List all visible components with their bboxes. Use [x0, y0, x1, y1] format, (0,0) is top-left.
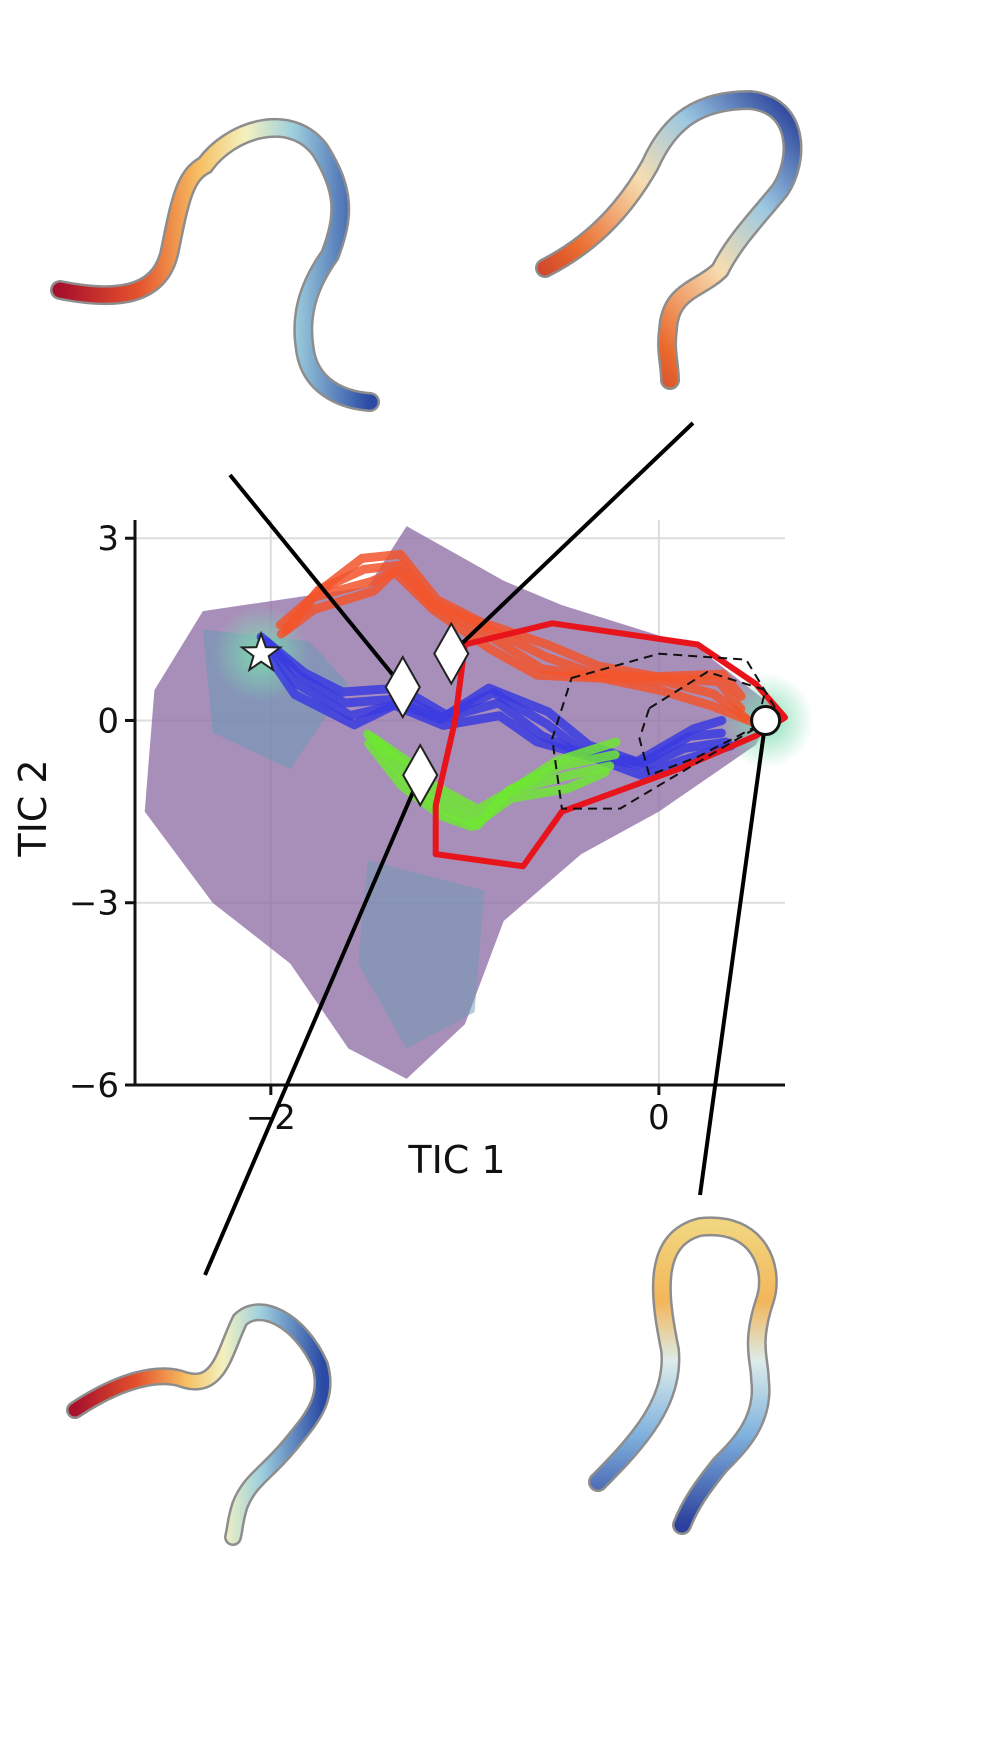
- density-layer: [144, 526, 814, 1079]
- x-axis-label: TIC 1: [407, 1138, 505, 1182]
- y-axis-label: TIC 2: [11, 759, 55, 857]
- trajectory-blue-strand-2: [262, 638, 731, 772]
- structure-bottom-left: [66, 1303, 332, 1546]
- trajectory-red-strand-1: [281, 560, 746, 714]
- connector-bottom-left: [203, 774, 423, 1276]
- trajectory-green-strand-3: [364, 738, 610, 832]
- trajectory-blue: [256, 632, 736, 781]
- y-tick-label-0: 3: [97, 519, 119, 559]
- x-tick-label-1: 0: [648, 1098, 670, 1138]
- trajectory-red-strand-3: [276, 567, 756, 726]
- trajectory-blue-strand-1: [261, 636, 726, 768]
- diamond-marker-1: [384, 655, 421, 720]
- y-tick-label-2: −3: [69, 884, 119, 924]
- dashed-contour-1: [638, 670, 767, 777]
- tica-density-plot: −2030−3−6 TIC 1 TIC 2: [11, 421, 814, 1276]
- connector-lines: [203, 421, 768, 1276]
- diamond-marker-3: [402, 743, 439, 808]
- connector-bottom-right: [698, 720, 768, 1196]
- density-region-lower-tail: [358, 860, 485, 1049]
- trajectory-blue-strand-3: [257, 641, 736, 781]
- structure-bottom-right: [588, 1216, 778, 1535]
- star-marker: [239, 630, 284, 673]
- markers: [239, 621, 782, 808]
- boundary-polygon: [432, 620, 788, 870]
- dashed-contour-0: [551, 652, 781, 810]
- structure-top-right: [535, 89, 803, 390]
- structure-top-left: [50, 117, 380, 412]
- circle-marker: [750, 704, 782, 736]
- connector-top-left: [228, 473, 405, 689]
- structure-illustrations: [50, 89, 803, 1546]
- y-tick-label-3: −6: [69, 1066, 119, 1106]
- diamond-marker-2: [433, 621, 470, 686]
- contour-layer: [432, 620, 788, 870]
- connector-top-right: [449, 421, 695, 656]
- axes: [133, 520, 785, 1087]
- y-tick-label-1: 0: [97, 701, 119, 741]
